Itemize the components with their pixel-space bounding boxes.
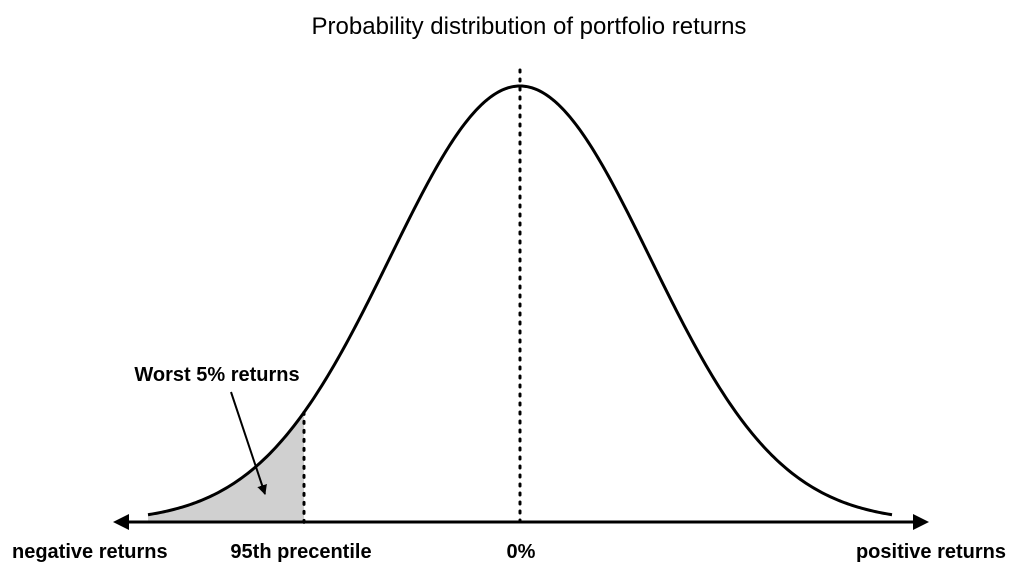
- zero-percent-label: 0%: [507, 541, 536, 563]
- worst-returns-label: Worst 5% returns: [134, 364, 299, 386]
- diagram-title: Probability distribution of portfolio re…: [312, 13, 747, 40]
- axis-right-arrowhead: [913, 514, 929, 530]
- percentile-label: 95th precentile: [230, 541, 371, 563]
- negative-returns-label: negative returns: [12, 541, 168, 563]
- distribution-curve: [147, 84, 893, 517]
- axis-left-arrowhead: [113, 514, 129, 530]
- annotation-arrow: [230, 391, 267, 495]
- worst-returns-tail-area: [148, 412, 304, 522]
- positive-returns-label: positive returns: [856, 541, 1006, 563]
